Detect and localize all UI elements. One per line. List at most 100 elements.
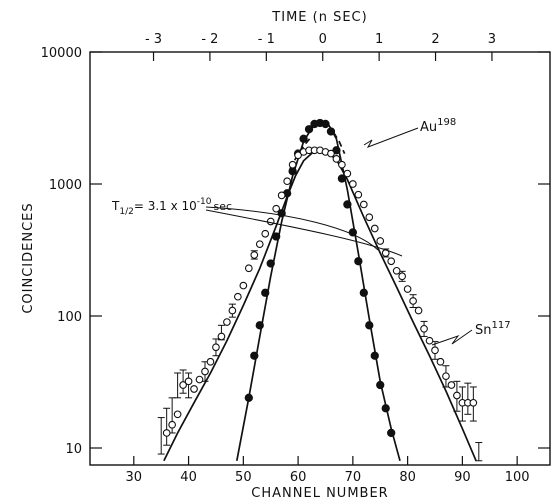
x-tick-label: 30 [126,470,143,485]
au-data-point [360,289,367,296]
sn-data-point [377,238,384,245]
sn-data-point [224,319,231,326]
au-data-point [267,260,274,267]
au-data-point [338,175,345,182]
plot-frame [90,52,550,465]
sn-data-point [361,201,368,208]
top-tick-label: - 2 [201,32,218,47]
top-tick-label: 3 [488,32,496,47]
sn-data-point [328,150,335,157]
sn-data-point [339,161,346,168]
sn-data-point [426,337,433,344]
sn-data-point [174,411,181,418]
sn-data-point [366,214,373,221]
x-tick-label: 50 [235,470,252,485]
sn-data-point [355,191,362,198]
top-tick-label: - 1 [258,32,275,47]
sn-data-point [163,430,170,437]
sn-data-point [240,282,247,289]
sn-data-point [393,268,400,275]
sn-data-point [443,373,450,380]
sn-data-point [432,347,439,354]
au-data-point [256,322,263,329]
y-tick-label: 100 [57,310,82,325]
sn-data-point [278,192,285,199]
sn-data-point [196,376,203,383]
x-axis-title: CHANNEL NUMBER [251,486,388,501]
x-tick-label: 70 [345,470,362,485]
sn-data-point [344,170,351,177]
au-data-point [322,120,329,127]
sn-data-point [262,230,269,237]
sn-data-point [251,252,258,259]
sn-data-point [218,333,225,340]
sn-annotation: Sn117 [432,320,511,345]
au-annotation: Au198 [364,117,456,147]
y-axis-title: COINCIDENCES [21,202,36,313]
x-tick-label: 100 [505,470,530,485]
au-data-point [344,201,351,208]
sn-data-point [267,218,274,225]
au-data-point [371,352,378,359]
sn-data-point [213,344,220,351]
sn-data-point [246,265,253,272]
sn-data-point [256,241,263,248]
top-tick-label: 0 [319,32,327,47]
au-data-point [327,128,334,135]
y-tick-label: 10 [65,442,82,457]
sn-data-point [421,325,428,332]
sn-data-point [333,156,340,163]
au-data-point [300,135,307,142]
sn-data-point [284,178,291,185]
data-points-layer [163,119,476,436]
top-axis-title: TIME (n SEC) [271,10,367,25]
fit-curve [237,122,400,461]
sn-data-point [289,161,296,168]
au-data-point [382,405,389,412]
sn-data-point [437,358,444,365]
au-data-point [388,429,395,436]
au-label: Au198 [420,117,456,135]
axes-layer [90,52,550,465]
sn-data-point [169,421,176,428]
top-tick-label: 1 [375,32,383,47]
sn-data-point [410,298,417,305]
sn-data-point [191,386,198,393]
sn-data-point [350,181,357,188]
sn-data-point [399,273,406,280]
x-tick-label: 60 [290,470,307,485]
y-tick-label: 10000 [41,46,82,61]
sn-label: Sn117 [475,320,511,338]
au-data-point [262,289,269,296]
sn-data-point [415,307,422,314]
sn-data-point [371,225,378,232]
x-tick-label: 40 [180,470,197,485]
au-data-point [245,394,252,401]
sn-data-point [235,293,242,300]
x-tick-label: 90 [454,470,471,485]
sn-pointer-line [432,330,472,345]
half-life-label: T1/2= 3.1 x 10-10 sec [111,197,232,217]
au-pointer-line [364,128,418,147]
sn-data-point [273,205,280,212]
sn-data-point [229,307,236,314]
sn-data-point [207,358,214,365]
sn-data-point [185,378,192,385]
top-tick-label: 2 [431,32,439,47]
fit-curves-layer [164,122,476,461]
au-data-point [251,352,258,359]
sn-data-point [388,258,395,265]
au-data-point [366,322,373,329]
y-tick-label: 1000 [49,178,82,193]
au-data-point [273,233,280,240]
sn-data-point [448,382,455,389]
au-data-point [289,168,296,175]
sn-data-point [470,400,477,407]
au-data-point [377,381,384,388]
error-bars-layer [158,249,483,461]
top-tick-label: - 3 [145,32,162,47]
sn-data-point [202,368,209,375]
x-tick-label: 80 [399,470,416,485]
sn-data-point [404,286,411,293]
